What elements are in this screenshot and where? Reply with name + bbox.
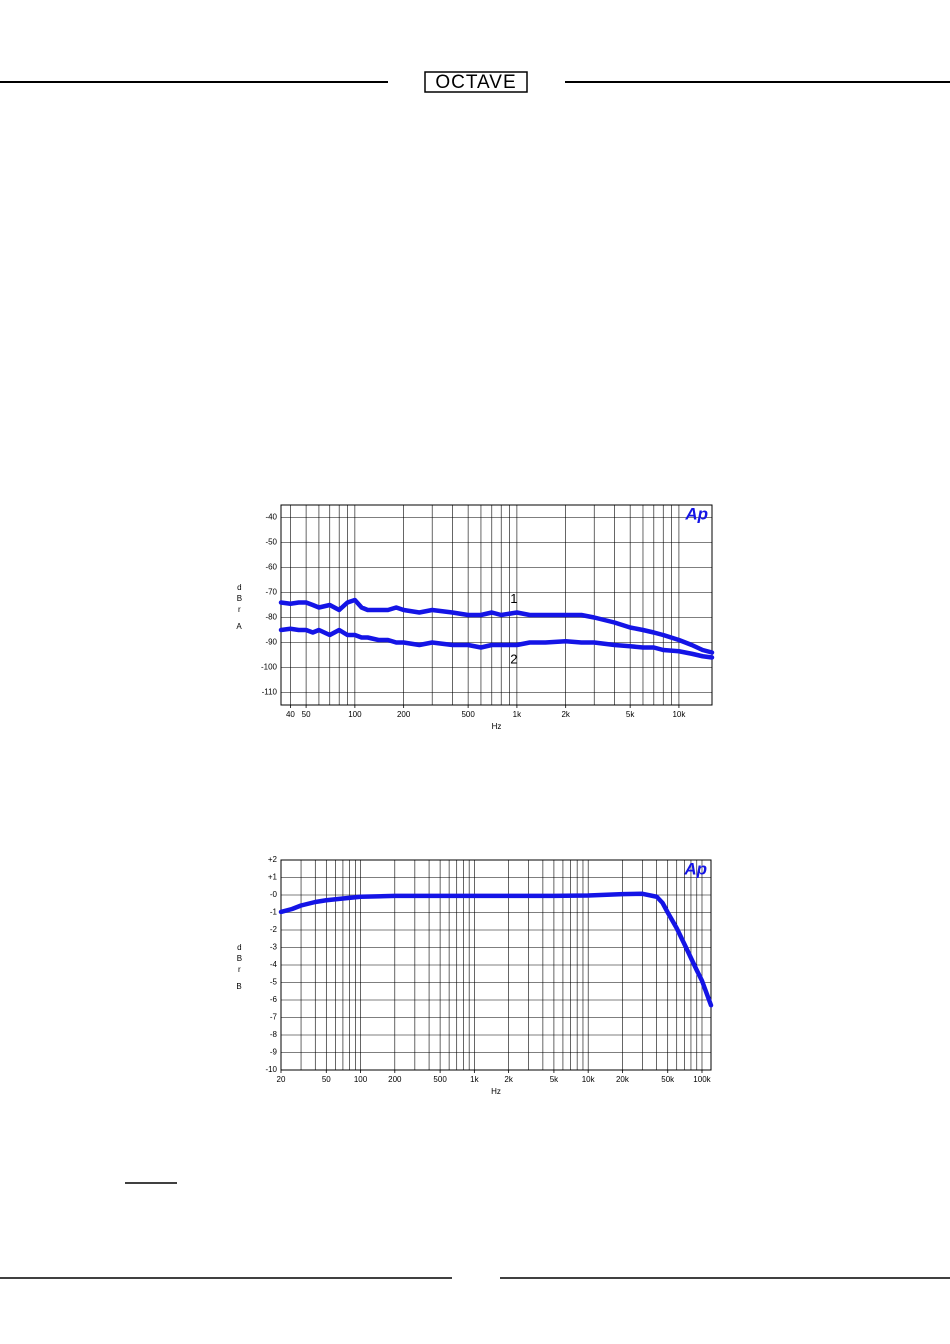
x-tick-label: 50 xyxy=(302,710,311,719)
y-tick-label: -2 xyxy=(270,925,278,934)
y-tick-label: -8 xyxy=(270,1030,278,1039)
y-tick-label: -3 xyxy=(270,943,278,952)
y-tick-label: +1 xyxy=(268,873,278,882)
y-tick-label: -7 xyxy=(270,1013,278,1022)
y-tick-label: -6 xyxy=(270,995,278,1004)
y-tick-label: -1 xyxy=(270,908,278,917)
ap-logo: Ap xyxy=(683,859,707,878)
y-tick-label: -10 xyxy=(265,1065,277,1074)
x-axis-label: Hz xyxy=(492,722,502,731)
x-tick-label: 1k xyxy=(513,710,522,719)
x-tick-label: 500 xyxy=(433,1075,447,1084)
x-tick-label: 200 xyxy=(388,1075,402,1084)
y-tick-label: -70 xyxy=(265,588,277,597)
plot-frame xyxy=(280,504,713,706)
brand-logo: OCTAVE xyxy=(435,72,516,93)
series-name: 2 xyxy=(510,651,517,666)
x-tick-label: 2k xyxy=(561,710,570,719)
y-tick-label: -40 xyxy=(265,513,277,522)
plot-frame xyxy=(280,859,712,1071)
x-tick-label: 100 xyxy=(354,1075,368,1084)
x-tick-label: 40 xyxy=(286,710,295,719)
y-axis-label: dBr xyxy=(235,943,244,976)
y-tick-label: -9 xyxy=(270,1048,278,1057)
x-tick-label: 100k xyxy=(693,1075,711,1084)
y-tick-label: +2 xyxy=(268,855,278,864)
y-tick-label: -5 xyxy=(270,978,278,987)
x-tick-label: 1k xyxy=(470,1075,479,1084)
x-tick-label: 50 xyxy=(322,1075,331,1084)
y-tick-label: -110 xyxy=(262,688,278,697)
logo-frame xyxy=(424,71,528,93)
x-tick-label: 200 xyxy=(397,710,411,719)
y-tick-label: -90 xyxy=(265,638,277,647)
x-tick-label: 100 xyxy=(348,710,362,719)
y-tick-label: -4 xyxy=(270,960,278,969)
y-tick-label: -0 xyxy=(270,890,278,899)
y-tick-label: -50 xyxy=(265,538,277,547)
y-axis-label: dBr xyxy=(235,583,244,616)
x-tick-label: 20k xyxy=(616,1075,630,1084)
y-tick-label: -60 xyxy=(265,563,277,572)
series-line xyxy=(278,626,715,660)
x-tick-label: 20 xyxy=(277,1075,286,1084)
series-line xyxy=(278,597,715,655)
series-name: 1 xyxy=(510,591,517,606)
x-tick-label: 2k xyxy=(504,1075,513,1084)
series-line xyxy=(278,891,714,1008)
x-axis-label: Hz xyxy=(491,1087,501,1096)
panel-label: B xyxy=(236,982,241,991)
x-tick-label: 5k xyxy=(626,710,635,719)
x-tick-label: 500 xyxy=(461,710,475,719)
x-tick-label: 5k xyxy=(550,1075,559,1084)
x-tick-label: 50k xyxy=(661,1075,675,1084)
x-tick-label: 10k xyxy=(672,710,686,719)
x-tick-label: 10k xyxy=(582,1075,596,1084)
ap-logo: Ap xyxy=(684,504,708,523)
panel-label: A xyxy=(236,622,242,631)
y-tick-label: -100 xyxy=(261,663,278,672)
y-tick-label: -80 xyxy=(265,613,277,622)
